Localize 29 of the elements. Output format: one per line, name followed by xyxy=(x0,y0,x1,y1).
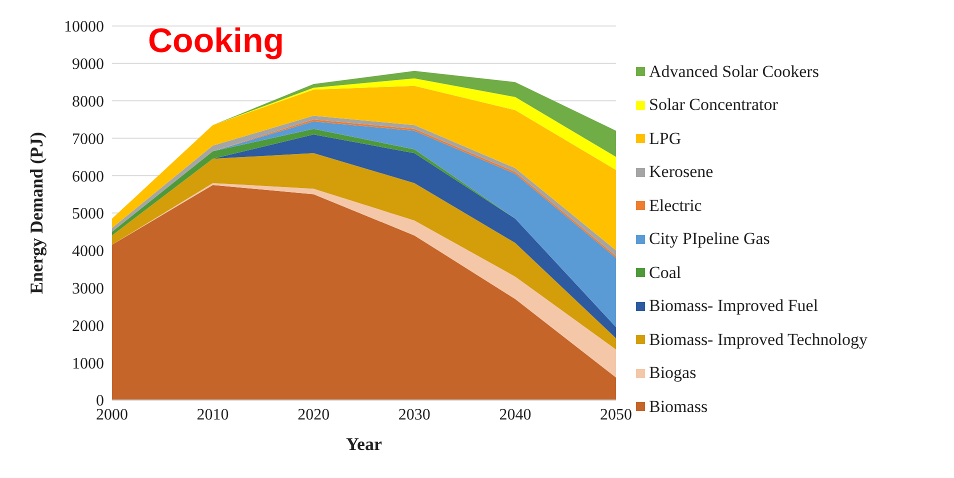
legend-label: Biomass xyxy=(649,396,708,416)
x-tick-label: 2020 xyxy=(298,406,330,424)
x-tick-label: 2040 xyxy=(499,406,532,424)
legend-label: LPG xyxy=(649,128,682,148)
x-tick-label: 2050 xyxy=(600,406,632,424)
legend-label: Biogas xyxy=(649,363,696,383)
legend-label: Coal xyxy=(649,262,682,282)
legend-label: Advanced Solar Cookers xyxy=(649,62,819,82)
legend-label: Kerosene xyxy=(649,162,714,182)
legend-label: Solar Concentrator xyxy=(649,95,778,115)
y-axis-title: Energy Demand (PJ) xyxy=(26,132,46,294)
y-tick-label: 4000 xyxy=(72,243,104,260)
y-tick-label: 5000 xyxy=(72,206,104,223)
y-tick-label: 7000 xyxy=(72,130,104,148)
legend-label: Electric xyxy=(649,196,702,216)
y-tick-label: 1000 xyxy=(72,355,104,372)
y-tick-label: 2000 xyxy=(72,318,104,335)
x-tick-label: 2030 xyxy=(398,406,430,424)
x-tick-label: 2010 xyxy=(196,406,229,424)
legend-label: Biomass- Improved Fuel xyxy=(649,296,818,316)
y-tick-label: 10000 xyxy=(64,18,104,36)
y-tick-label: 3000 xyxy=(72,280,104,298)
chart-title: Cooking xyxy=(148,22,284,61)
legend-label: City PIpeline Gas xyxy=(649,229,770,249)
legend-label: Biomass- Improved Technology xyxy=(649,330,868,350)
y-tick-label: 6000 xyxy=(72,168,104,186)
y-tick-label: 8000 xyxy=(72,93,104,110)
y-tick-label: 9000 xyxy=(72,56,104,74)
x-axis-title: Year xyxy=(346,434,382,454)
